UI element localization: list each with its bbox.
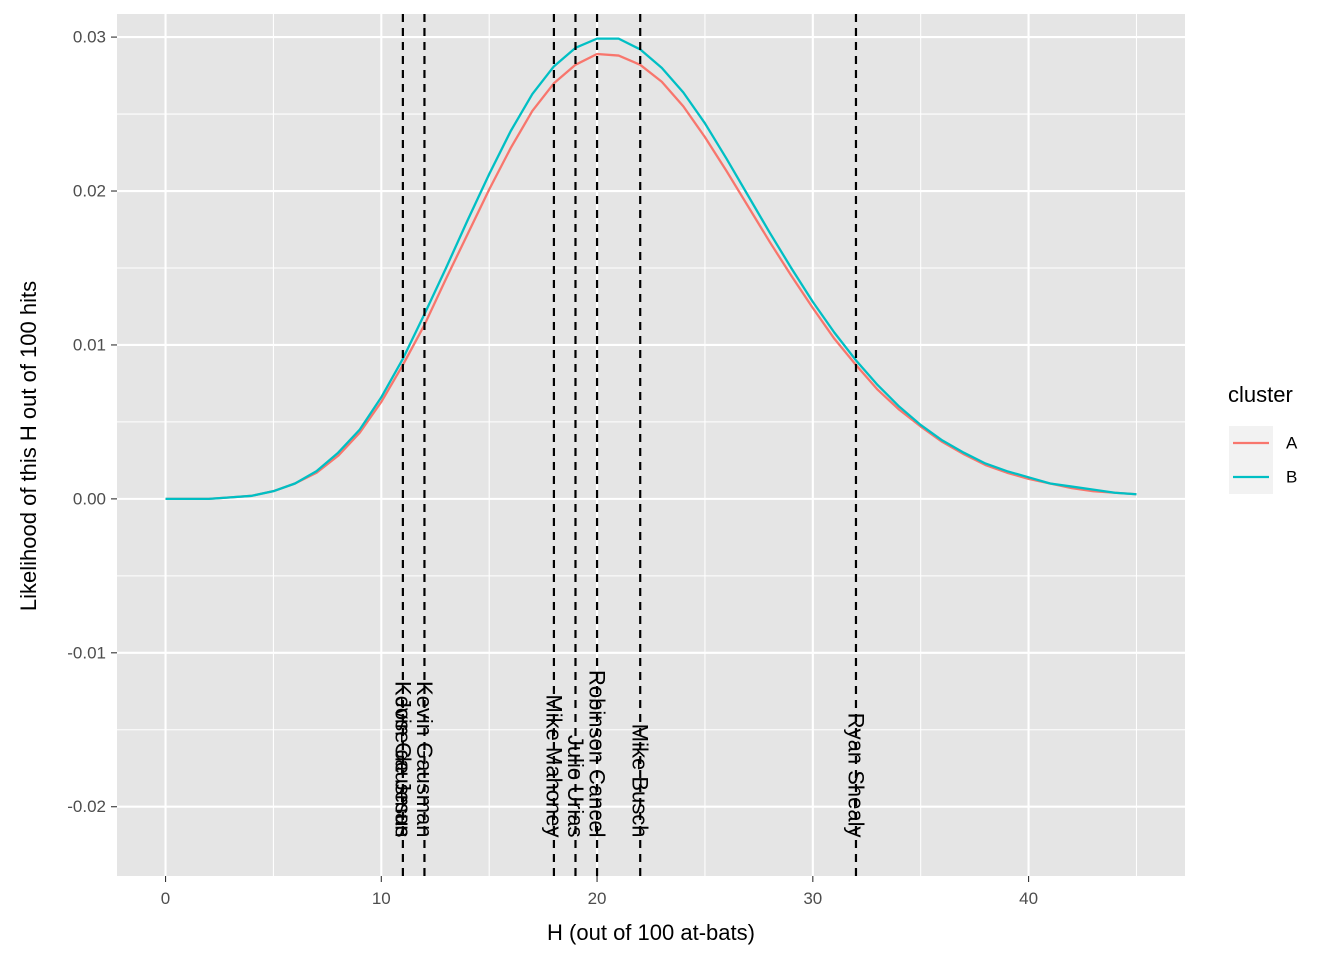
legend: cluster AB bbox=[1228, 382, 1298, 494]
legend-label-a: A bbox=[1286, 434, 1298, 453]
player-label: Ryan Shealy bbox=[843, 713, 868, 838]
x-axis: 0 10 20 30 40 bbox=[161, 876, 1038, 908]
x-tick-label: 40 bbox=[1019, 889, 1038, 908]
y-tick-label: 0.03 bbox=[73, 28, 106, 47]
x-tick-label: 30 bbox=[803, 889, 822, 908]
panel-background bbox=[117, 14, 1185, 876]
x-tick-label: 20 bbox=[588, 889, 607, 908]
series-line-b bbox=[165, 37, 1137, 501]
series-line-a bbox=[165, 52, 1137, 501]
player-reference-lines bbox=[401, 14, 858, 876]
x-tick-label: 0 bbox=[161, 889, 170, 908]
x-axis-title: H (out of 100 at-bats) bbox=[547, 920, 755, 945]
series-lines bbox=[165, 37, 1137, 501]
player-label: Jose de Jesus bbox=[390, 697, 415, 838]
y-tick-label: 0.00 bbox=[73, 489, 106, 508]
x-tick-label: 10 bbox=[372, 889, 391, 908]
y-tick-label: -0.02 bbox=[67, 797, 106, 816]
y-tick-label: -0.01 bbox=[67, 643, 106, 662]
player-label: Mike Mahoney bbox=[541, 694, 566, 837]
player-label: Mike Busch bbox=[628, 724, 653, 838]
player-label: Kevin Gausman bbox=[412, 681, 437, 838]
y-tick-label: 0.01 bbox=[73, 335, 106, 354]
y-axis: -0.02 -0.01 0.00 0.01 0.02 0.03 bbox=[67, 28, 117, 816]
player-label: Kevin Gausman bbox=[390, 681, 415, 838]
y-tick-label: 0.02 bbox=[73, 182, 106, 201]
player-label: Julio Urias bbox=[563, 735, 588, 838]
plot-panel bbox=[117, 14, 1185, 876]
player-label: Robinson Cancel bbox=[585, 670, 610, 838]
y-axis-title: Likelihood of this H out of 100 hits bbox=[16, 281, 41, 611]
legend-title: cluster bbox=[1228, 382, 1293, 407]
legend-label-b: B bbox=[1286, 468, 1297, 487]
